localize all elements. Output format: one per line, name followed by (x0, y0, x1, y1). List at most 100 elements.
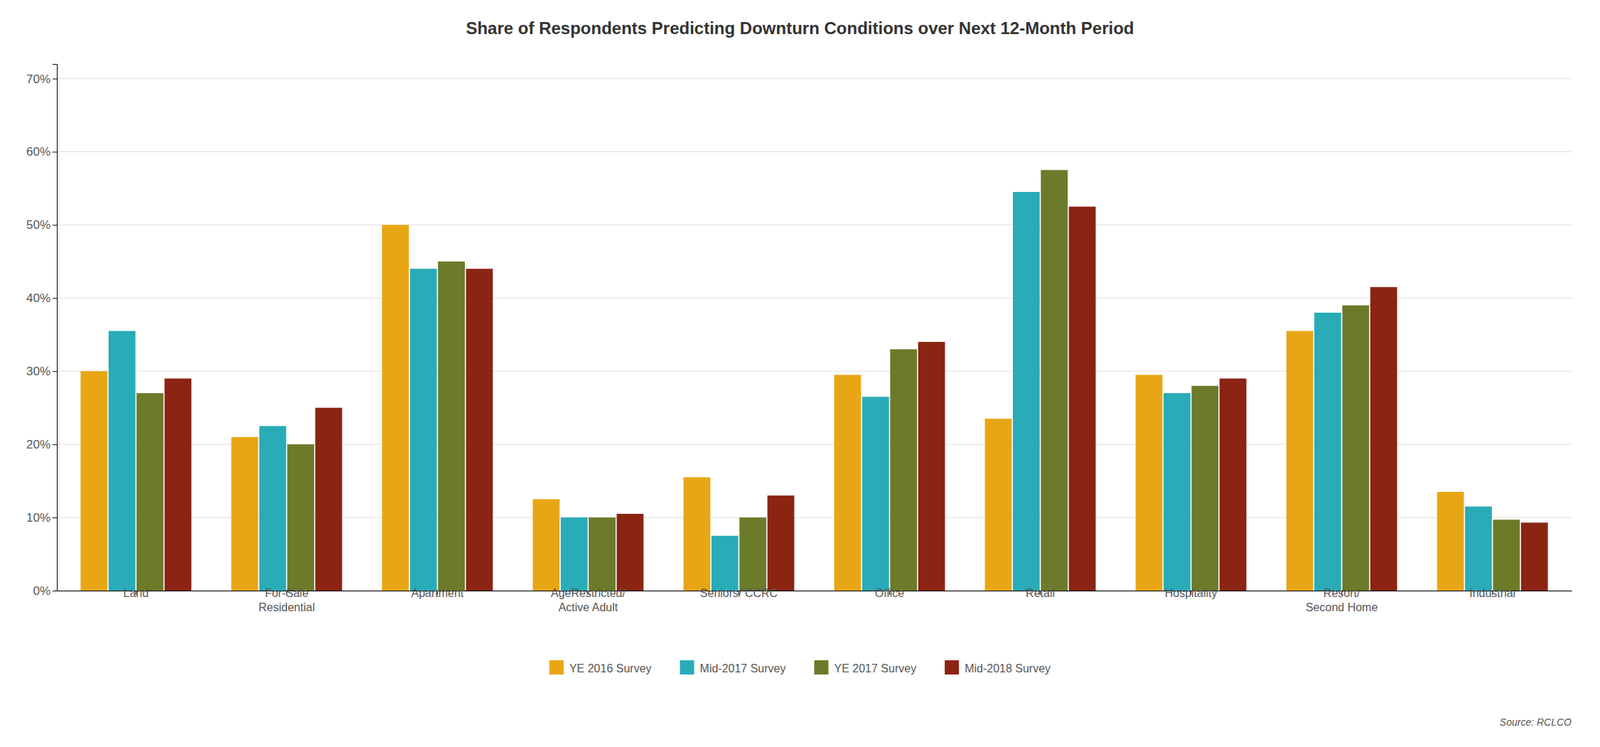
bar (108, 331, 136, 591)
bar (588, 517, 616, 591)
bar (1521, 522, 1549, 591)
y-tick-label: 50% (26, 218, 51, 232)
y-tick: 20% (26, 437, 57, 452)
bar (834, 374, 862, 591)
x-tick-label-line: Resort/ (1323, 587, 1361, 600)
bar (1492, 519, 1520, 591)
y-tick-mark (52, 78, 57, 80)
grid-line (56, 78, 1572, 79)
x-tick: Apartment (410, 587, 464, 600)
x-tick-label-line: Active Adult (558, 601, 619, 614)
bar (1370, 287, 1398, 591)
bar (616, 513, 644, 591)
x-tick-label-line: Office (874, 587, 905, 600)
y-tick-mark (52, 590, 57, 592)
bar-series (136, 169, 1520, 591)
bar (1069, 206, 1097, 591)
bar (918, 341, 946, 591)
y-tick-mark (52, 517, 57, 519)
y-tick-label: 60% (26, 145, 51, 159)
y-tick-label: 30% (26, 364, 51, 379)
title: Share of Respondents Predicting Downturn… (465, 18, 1134, 38)
legend-item: YE 2016 Survey (549, 660, 652, 675)
x-tick-label-line: Seniors/ CCRC (700, 587, 778, 600)
x-tick-label: For-SaleResidential (258, 587, 315, 614)
bar (1163, 393, 1191, 591)
chart-svg: Share of Respondents Predicting Downturn… (0, 0, 1600, 747)
bar (1135, 374, 1163, 591)
x-tick-label-line: Land (123, 587, 150, 600)
bar (466, 268, 494, 591)
bar-series (108, 191, 1492, 591)
x-tick: Hospitality (1164, 587, 1218, 600)
legend-swatch (680, 660, 695, 675)
bar-series (164, 206, 1548, 591)
legend-label: YE 2016 Survey (569, 662, 652, 675)
x-tick: For-SaleResidential (258, 587, 315, 614)
x-tick-label: Seniors/ CCRC (700, 587, 778, 600)
source-note: Source: RCLCO (1499, 716, 1572, 728)
x-tick-label-line: Residential (258, 601, 315, 614)
grid-line (56, 151, 1572, 153)
bar (1191, 385, 1219, 591)
y-tick: 40% (26, 291, 57, 305)
x-tick: Industrial (1469, 587, 1516, 600)
bar (410, 268, 438, 591)
bar (287, 444, 315, 591)
bar (164, 378, 192, 591)
bar (80, 371, 108, 591)
bar (136, 393, 164, 591)
y-tick-mark (52, 444, 57, 445)
grid-line (56, 224, 1572, 226)
legend-item: YE 2017 Survey (814, 660, 917, 675)
grid-line (56, 297, 1572, 299)
x-tick-label-line: For-Sale (265, 587, 309, 600)
legend-swatch (549, 660, 564, 675)
bar (711, 535, 739, 591)
x-tick-label: Office (874, 587, 905, 600)
y-tick-label: 10% (26, 511, 51, 525)
bar (767, 495, 795, 591)
grid (56, 78, 1572, 591)
y-tick-mark (52, 224, 57, 226)
bar (532, 498, 560, 591)
y-tick-mark (52, 152, 57, 153)
y-tick-label: 40% (26, 291, 51, 305)
y-tick: 10% (26, 511, 57, 525)
bar (437, 261, 465, 591)
y-axis-line (52, 64, 58, 592)
legend-swatch (814, 660, 829, 675)
bar (231, 437, 259, 591)
x-tick-label: Apartment (410, 587, 464, 600)
x-tick-label-line: Hospitality (1164, 587, 1218, 600)
legend-label: Mid-2018 Survey (964, 662, 1051, 675)
legend-label: YE 2017 Survey (834, 662, 917, 675)
bar (862, 396, 890, 591)
x-tick-label-line: Industrial (1469, 587, 1516, 600)
bar (1341, 305, 1369, 591)
x-tick: Retail (1025, 587, 1055, 600)
x-tick-label: AgeRestricted/Active Adult (550, 587, 626, 614)
y-tick: 60% (26, 145, 57, 159)
bar (1464, 506, 1492, 591)
y-tick-mark (52, 371, 57, 372)
x-tick: Seniors/ CCRC (700, 587, 778, 600)
x-tick-label-line: Retail (1025, 587, 1055, 600)
bar (889, 349, 917, 591)
bar (1437, 491, 1465, 591)
y-tick: 30% (26, 364, 57, 379)
bar (739, 517, 767, 591)
x-tick: Land (123, 587, 150, 600)
bar (985, 418, 1013, 591)
y-tick-label: 20% (26, 437, 51, 452)
bar (259, 425, 287, 591)
bar (560, 517, 588, 591)
legend-label: Mid-2017 Survey (700, 662, 787, 675)
bar-series (80, 224, 1464, 591)
y-tick: 0% (32, 584, 57, 598)
legend-item: Mid-2017 Survey (680, 660, 787, 675)
x-tick-label: Land (123, 587, 150, 600)
x-tick: Office (874, 587, 905, 600)
bar (381, 224, 409, 591)
bar (683, 476, 711, 591)
